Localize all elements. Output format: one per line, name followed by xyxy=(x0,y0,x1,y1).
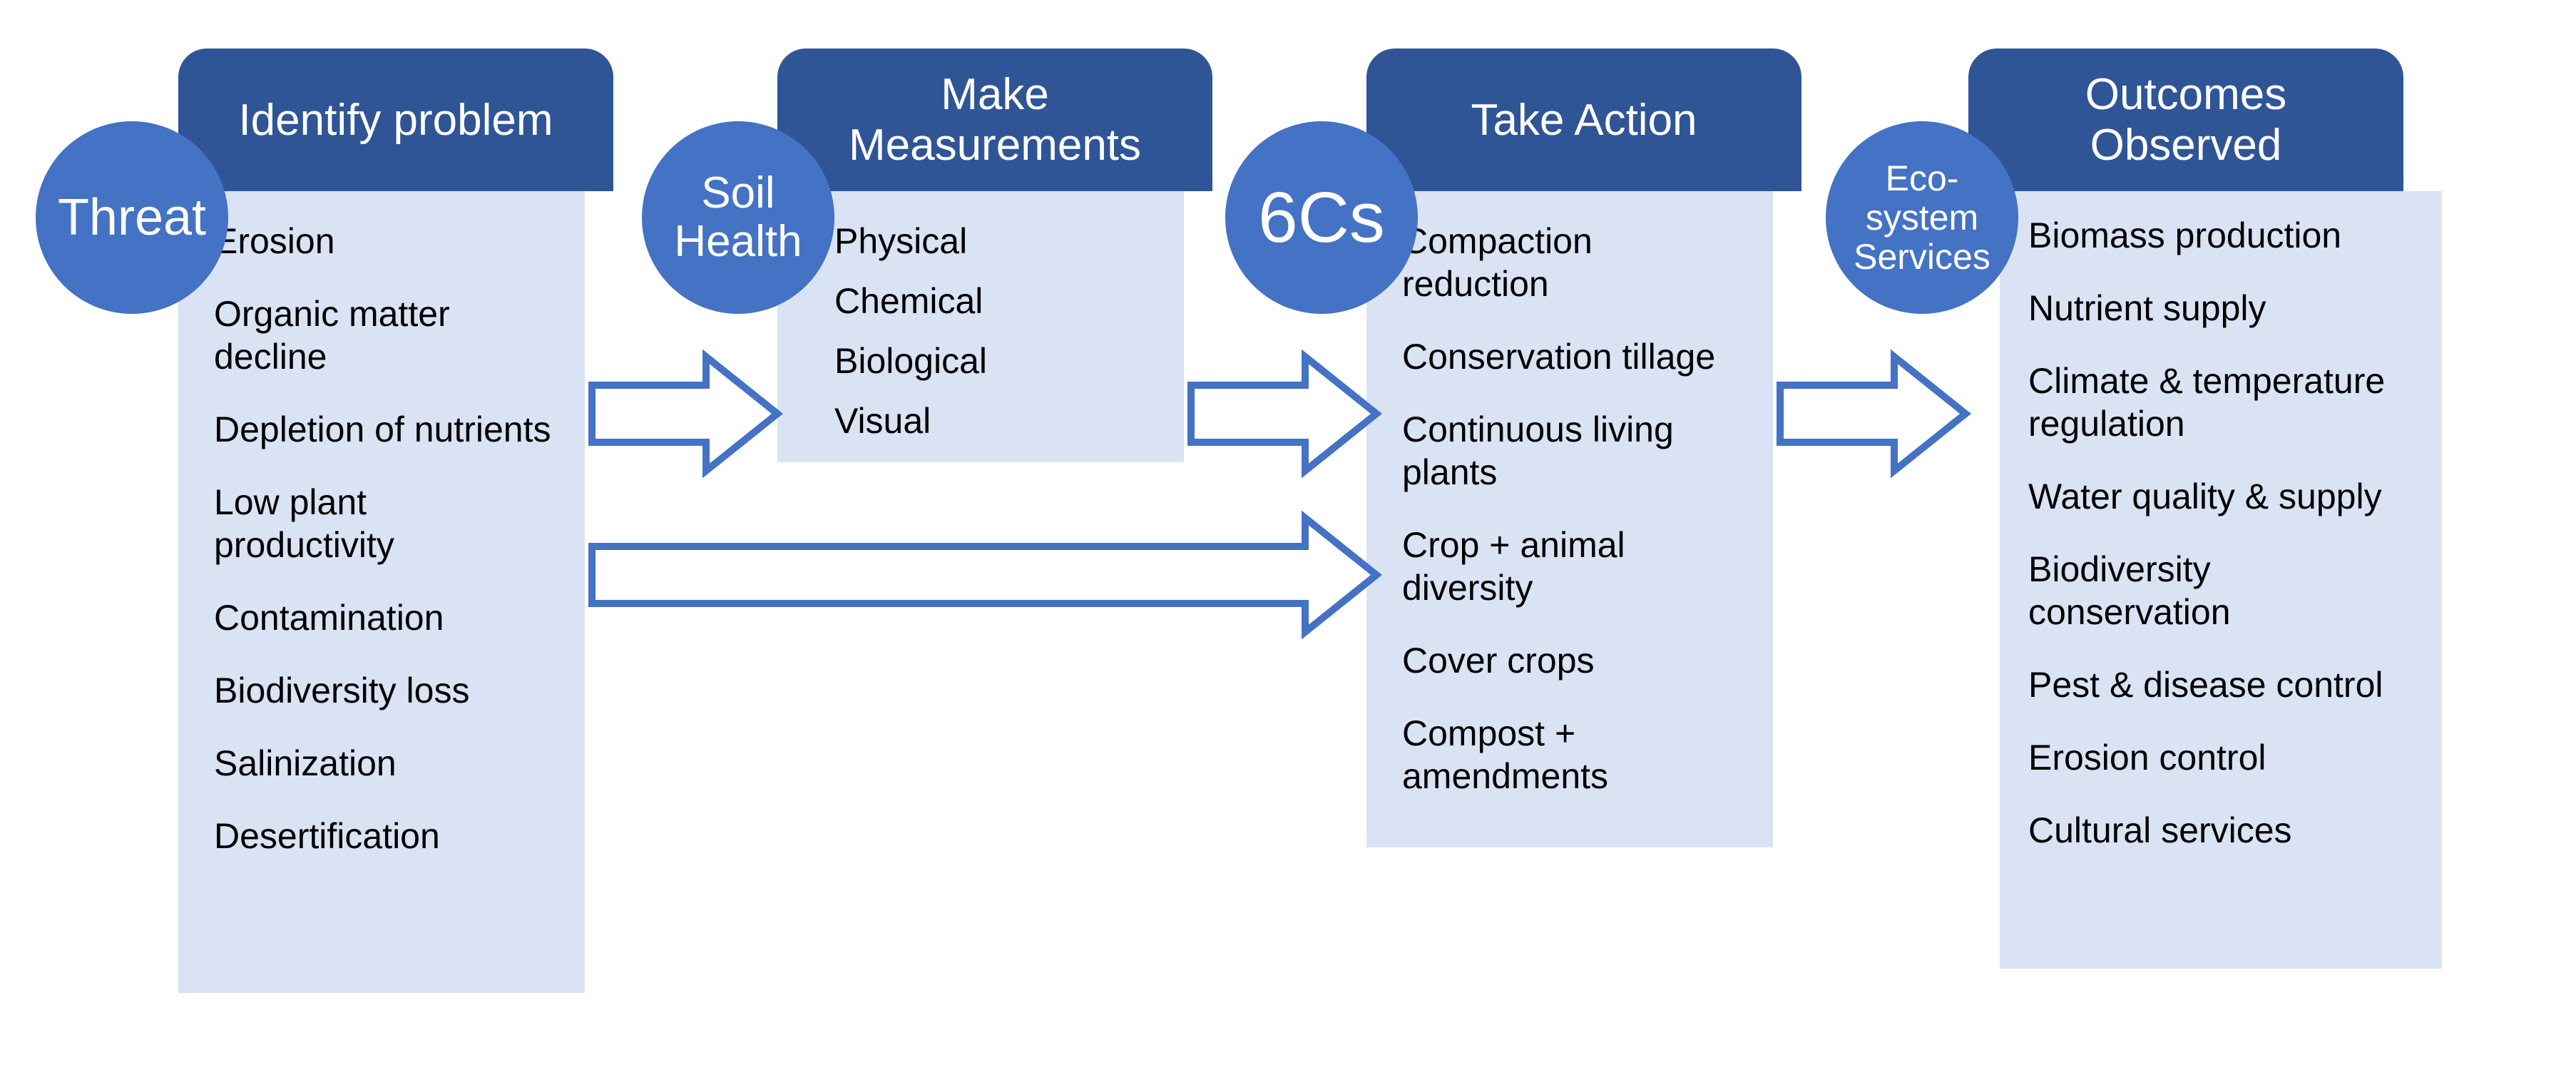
list-item: Biodiversity loss xyxy=(214,669,556,712)
list-item: Cultural services xyxy=(2028,809,2421,852)
list-item: Depletion of nutrients xyxy=(214,408,556,451)
list-item-text: Compaction reduction xyxy=(1402,221,1593,304)
panel-body-soil-health: Physical Chemical Biological Visual xyxy=(777,191,1184,462)
circle-label: Eco-system Services xyxy=(1833,159,2011,277)
list-item: Organic matter decline xyxy=(214,292,556,378)
list-item: Desertification xyxy=(214,815,556,857)
list-item: Cover crops xyxy=(1402,639,1744,682)
list-item: Erosion control xyxy=(2028,736,2421,779)
list-item: Biological xyxy=(834,340,1155,382)
list-item: Conservation tillage xyxy=(1402,335,1744,378)
list-item: Biomass production xyxy=(2028,214,2421,257)
panel-header-label: Take Action xyxy=(1471,95,1697,146)
circle-badge-six-cs: 6Cs xyxy=(1225,121,1418,314)
panel-header-label: Outcomes Observed xyxy=(1997,69,2375,170)
panel-header-six-cs: Take Action xyxy=(1366,49,1801,191)
list-item: Erosion xyxy=(214,220,556,263)
circle-badge-threat: Threat xyxy=(36,121,228,314)
panel-header-ecosystem: Outcomes Observed xyxy=(1968,49,2403,191)
list-item: Climate & temperature regulation xyxy=(2028,360,2421,445)
panel-header-threat: Identify problem xyxy=(178,49,613,191)
list-item: Chemical xyxy=(834,280,1155,322)
list-item-text: Compost + amendments xyxy=(1402,713,1608,796)
list-item: Nutrient supply xyxy=(2028,287,2421,330)
list-item: Biodiversity conservation xyxy=(2028,548,2421,633)
list-item: Salinization xyxy=(214,742,556,785)
circle-badge-ecosystem: Eco-system Services xyxy=(1826,121,2018,314)
panel-header-soil-health: Make Measurements xyxy=(777,49,1212,191)
circle-label: 6Cs xyxy=(1258,177,1385,259)
list-item: Continuous living plants xyxy=(1402,408,1744,494)
arrow-long-threat-to-sixcs xyxy=(585,504,1384,646)
panel-header-label: Identify problem xyxy=(238,95,553,146)
list-item: Water quality & supply xyxy=(2028,475,2421,518)
list-item: Pest & disease control xyxy=(2028,663,2421,706)
list-item: Compaction reduction xyxy=(1402,220,1744,305)
arrow-sixcs-to-ecosystem xyxy=(1773,342,1973,485)
list-item: Contamination xyxy=(214,596,556,639)
list-item: Physical xyxy=(834,220,1155,263)
circle-label: Soil Health xyxy=(649,169,827,266)
list-item: Low plant productivity xyxy=(214,481,556,566)
diagram-canvas: Identify problem Erosion Organic matter … xyxy=(0,0,2576,1070)
arrow-threat-to-soil xyxy=(585,342,784,485)
panel-body-ecosystem: Biomass production Nutrient supply Clima… xyxy=(2000,191,2442,969)
panel-header-label: Make Measurements xyxy=(806,69,1184,170)
circle-label: Threat xyxy=(58,188,206,247)
circle-badge-soil-health: Soil Health xyxy=(642,121,834,314)
list-item: Compost + amendments xyxy=(1402,712,1744,798)
list-item: Crop + animal diversity xyxy=(1402,524,1744,609)
panel-body-six-cs: Compaction reduction Conservation tillag… xyxy=(1366,191,1773,847)
list-item: Visual xyxy=(834,399,1155,442)
panel-body-threat: Erosion Organic matter decline Depletion… xyxy=(178,191,585,993)
arrow-soil-to-sixcs xyxy=(1184,342,1384,485)
